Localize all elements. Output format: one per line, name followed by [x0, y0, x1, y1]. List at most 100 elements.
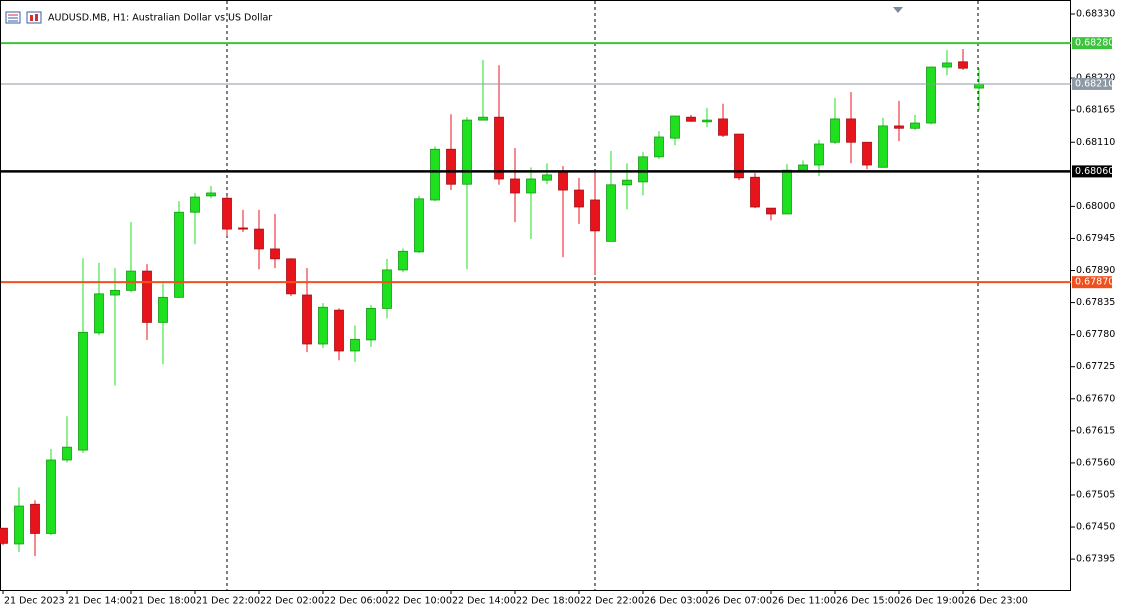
y-tick-label: 0.67890 — [1076, 265, 1115, 276]
level-label-box — [1072, 37, 1112, 50]
candle-body — [350, 338, 360, 352]
candle-body — [46, 459, 56, 534]
candle-body — [270, 248, 280, 260]
level-label-box — [1072, 165, 1112, 178]
title-icons — [5, 11, 42, 24]
candle-body — [382, 269, 392, 309]
candle-body — [926, 66, 936, 124]
candle-body — [222, 197, 232, 230]
y-tick-label: 0.67560 — [1076, 457, 1115, 468]
candle-body — [286, 258, 296, 295]
y-tick-label: 0.68000 — [1076, 201, 1115, 212]
shift-marker — [893, 7, 903, 13]
candle-body — [494, 116, 504, 180]
candle-body — [974, 83, 984, 89]
candle-body — [430, 148, 440, 201]
x-tick-label: 21 Dec 18:00 — [132, 596, 196, 607]
y-tick-label: 0.67395 — [1076, 554, 1115, 565]
candle-body — [686, 116, 696, 122]
candle-body — [654, 136, 664, 158]
y-tick-label: 0.68165 — [1076, 105, 1115, 116]
y-tick-label: 0.67670 — [1076, 393, 1115, 404]
candle-body — [910, 122, 920, 129]
x-tick-label: 26 Dec 07:00 — [708, 596, 772, 607]
candle-body — [510, 178, 520, 194]
y-tick-label: 0.67835 — [1076, 297, 1115, 308]
icon-bar — [35, 14, 38, 21]
y-tick-label: 0.67505 — [1076, 489, 1115, 500]
candle-body — [542, 174, 552, 181]
level-label: 0.68060 — [1075, 166, 1114, 177]
candle-body — [78, 331, 88, 451]
x-tick-label: 26 Dec 15:00 — [836, 596, 900, 607]
candle-body — [846, 118, 856, 143]
candle-body — [30, 503, 40, 534]
x-tick-label: 26 Dec 23:00 — [964, 596, 1028, 607]
x-tick-label: 21 Dec 22:00 — [196, 596, 260, 607]
x-tick-label: 26 Dec 11:00 — [772, 596, 836, 607]
candle-body — [238, 227, 248, 230]
candle-body — [478, 116, 488, 121]
level-label: 0.68210 — [1075, 78, 1114, 89]
chart-title: AUDUSD.MB, H1: Australian Dollar vs US D… — [48, 13, 272, 24]
candle-body — [254, 228, 264, 250]
candle-body — [142, 270, 152, 323]
candle-body — [798, 164, 808, 171]
candle-body — [862, 141, 872, 166]
candle-body — [718, 118, 728, 136]
plot-frame — [0, 0, 1071, 591]
x-tick-label: 22 Dec 10:00 — [388, 596, 452, 607]
candle-body — [398, 250, 408, 271]
candle-body — [0, 527, 8, 544]
candle-body — [94, 293, 104, 334]
candle-body — [126, 270, 136, 291]
candle-body — [622, 179, 632, 186]
candle-body — [110, 289, 120, 296]
level-label: 0.67870 — [1075, 277, 1114, 288]
y-tick-label: 0.68330 — [1076, 8, 1115, 19]
icon-bar — [30, 15, 33, 21]
candle-body — [942, 62, 952, 68]
candle-body — [334, 309, 344, 352]
y-tick-label: 0.67450 — [1076, 522, 1115, 533]
candle-body — [174, 211, 184, 298]
y-tick-label: 0.67615 — [1076, 425, 1115, 436]
candle-body — [606, 184, 616, 242]
level-label-box — [1072, 77, 1112, 90]
candle-body — [366, 308, 376, 341]
candle-body — [446, 148, 456, 185]
candle-body — [414, 198, 424, 253]
candle-body — [462, 119, 472, 185]
x-tick-label: 22 Dec 06:00 — [324, 596, 388, 607]
x-tick-label: 22 Dec 14:00 — [452, 596, 516, 607]
y-tick-label: 0.67945 — [1076, 233, 1115, 244]
candle-body — [670, 115, 680, 139]
separators — [226, 1, 979, 590]
candle-body — [894, 125, 904, 129]
x-tick-label: 21 Dec 14:00 — [68, 596, 132, 607]
y-tick-label: 0.67780 — [1076, 329, 1115, 340]
candle-body — [62, 446, 72, 461]
candle-body — [558, 171, 568, 191]
level-label: 0.68280 — [1075, 38, 1114, 49]
candle-body — [574, 189, 584, 208]
icon — [26, 11, 42, 24]
x-tick-label: 22 Dec 18:00 — [516, 596, 580, 607]
candle-body — [766, 207, 776, 215]
candle-body — [830, 118, 840, 143]
candle-body — [878, 125, 888, 168]
candle-body — [590, 199, 600, 232]
candle-body — [206, 192, 216, 197]
candle-body — [782, 169, 792, 215]
candle-body — [302, 294, 312, 345]
level-label-box — [1072, 276, 1112, 289]
candle-body — [814, 143, 824, 166]
candle-body — [190, 196, 200, 213]
candle-body — [318, 306, 328, 345]
candle-body — [638, 156, 648, 183]
x-tick-label: 26 Dec 03:00 — [644, 596, 708, 607]
x-tick-label: 26 Dec 19:00 — [900, 596, 964, 607]
x-tick-label: 22 Dec 02:00 — [260, 596, 324, 607]
x-tick-label: 21 Dec 2023 — [4, 596, 65, 607]
